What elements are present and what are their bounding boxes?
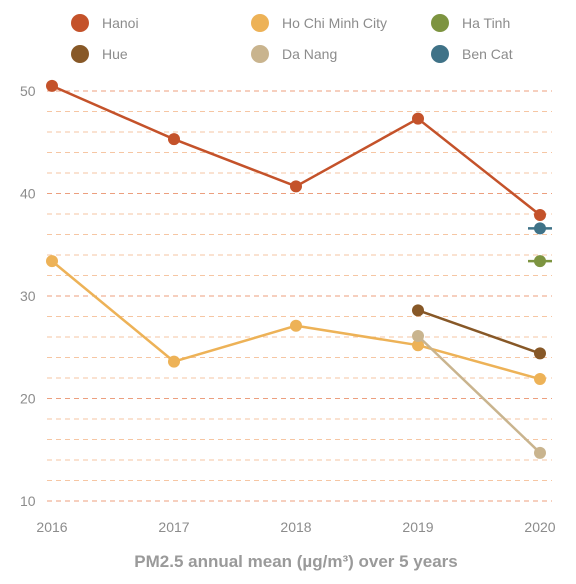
x-tick-label: 2017 [158, 519, 189, 535]
series-line [412, 304, 546, 360]
x-tick-label: 2019 [402, 519, 433, 535]
series-path [51, 84, 541, 217]
series-line [412, 329, 546, 459]
grid-lines [47, 90, 552, 502]
y-tick-label: 30 [20, 288, 36, 304]
y-tick-label: 20 [20, 391, 36, 407]
y-tick-label: 10 [20, 493, 36, 509]
data-point [168, 133, 180, 146]
series-line [528, 255, 552, 268]
data-point [412, 304, 424, 317]
data-point [412, 112, 424, 125]
legend-marker [71, 45, 89, 63]
legend-label: Ha Tinh [462, 15, 510, 31]
data-point [46, 79, 58, 92]
y-axis-ticks: 10 20 30 40 50 [20, 83, 36, 509]
legend-label: Ho Chi Minh City [282, 15, 387, 31]
x-axis-label: PM2.5 annual mean (µg/m³) over 5 years [134, 552, 457, 571]
data-point [534, 255, 546, 268]
series-path [417, 335, 541, 454]
data-point [534, 222, 546, 235]
legend-marker [251, 14, 269, 32]
legend-label: Ben Cat [462, 46, 513, 62]
legend: Hanoi Ho Chi Minh City Ha Tinh Hue Da Nang Be… [71, 14, 513, 63]
x-tick-label: 2020 [524, 519, 555, 535]
legend-label: Da Nang [282, 46, 337, 62]
x-axis-ticks: 2016 2017 2018 2019 2020 [36, 519, 555, 535]
x-tick-label: 2018 [280, 519, 311, 535]
legend-marker [431, 45, 449, 63]
legend-marker [431, 14, 449, 32]
data-point [534, 373, 546, 386]
data-point [46, 255, 58, 268]
data-point [290, 180, 302, 193]
y-tick-label: 50 [20, 83, 36, 99]
series-line [46, 79, 546, 222]
legend-label: Hanoi [102, 15, 139, 31]
legend-marker [251, 45, 269, 63]
data-point [412, 329, 424, 342]
data-point [412, 339, 424, 352]
series-line [528, 222, 552, 235]
x-tick-label: 2016 [36, 519, 67, 535]
series-path [417, 309, 541, 355]
y-tick-label: 40 [20, 186, 36, 202]
legend-label: Hue [102, 46, 128, 62]
data-point [534, 347, 546, 360]
data-point [534, 446, 546, 459]
series-line [46, 255, 546, 386]
series-lines [46, 79, 552, 459]
data-point [168, 355, 180, 368]
data-point [534, 209, 546, 222]
legend-marker [71, 14, 89, 32]
data-point [290, 319, 302, 332]
